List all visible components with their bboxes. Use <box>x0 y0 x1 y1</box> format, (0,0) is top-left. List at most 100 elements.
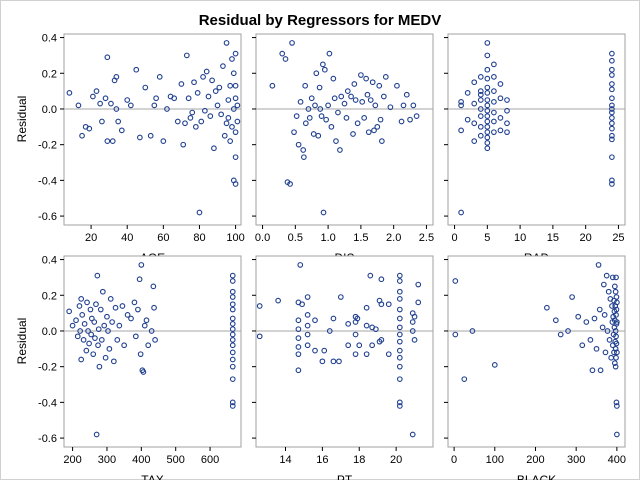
data-point <box>491 362 498 368</box>
data-point <box>330 358 337 365</box>
data-point <box>95 342 101 349</box>
data-point <box>609 303 615 309</box>
data-point <box>497 115 504 121</box>
data-point <box>160 138 167 144</box>
data-point <box>372 102 379 109</box>
data-point <box>599 324 606 331</box>
figure-title: Residual by Regressors for MEDV <box>199 12 442 29</box>
data-point <box>614 403 620 409</box>
x-axis-label: BLACK <box>517 473 556 480</box>
y-tick-label: -0.4 <box>38 397 57 409</box>
data-point <box>363 322 370 329</box>
data-point <box>611 283 618 290</box>
data-point <box>297 262 304 268</box>
data-point <box>151 102 158 109</box>
data-point <box>115 118 122 125</box>
data-point <box>205 93 212 100</box>
data-point <box>361 115 368 121</box>
data-point <box>352 97 359 103</box>
data-point <box>504 120 510 127</box>
data-point <box>305 106 312 112</box>
data-point <box>569 294 575 300</box>
data-point <box>363 351 370 358</box>
data-point <box>95 326 102 333</box>
data-point <box>491 61 497 68</box>
data-point <box>396 315 403 322</box>
data-point <box>321 66 328 73</box>
data-point <box>81 320 88 327</box>
data-point <box>477 97 484 103</box>
data-point <box>601 312 608 318</box>
panel-frame <box>447 33 626 226</box>
data-point <box>90 93 96 100</box>
data-point <box>78 295 85 302</box>
panel-grid: -0.6-0.4-0.20.00.20.420406080100AGE0.00.… <box>38 33 626 480</box>
data-point <box>234 102 241 109</box>
data-point <box>227 138 234 144</box>
x-tick-label: 2.5 <box>419 232 434 244</box>
data-point <box>396 324 403 331</box>
data-point <box>609 81 615 87</box>
panel-frame <box>447 255 626 448</box>
data-point <box>178 81 185 87</box>
y-tick-label: -0.6 <box>38 433 57 445</box>
data-point <box>484 102 491 109</box>
data-point <box>318 113 325 119</box>
data-point <box>229 288 236 295</box>
data-point <box>612 345 619 352</box>
data-point <box>96 363 103 370</box>
data-point <box>86 340 92 347</box>
panel-frame <box>255 33 434 226</box>
data-point <box>367 272 374 279</box>
data-point <box>171 95 178 102</box>
data-point <box>229 399 236 406</box>
data-point <box>132 333 139 340</box>
data-point <box>269 82 276 89</box>
data-point <box>606 337 613 343</box>
data-point <box>614 299 620 306</box>
data-point <box>452 331 459 338</box>
data-point <box>299 301 305 308</box>
data-point <box>150 283 157 290</box>
data-point <box>78 356 85 363</box>
data-point <box>396 363 403 370</box>
data-point <box>477 132 484 139</box>
data-point <box>107 295 114 302</box>
data-point <box>613 294 620 300</box>
data-point <box>109 319 115 325</box>
data-point <box>372 326 379 333</box>
data-point <box>497 95 504 102</box>
data-point <box>295 326 302 333</box>
data-point <box>315 132 322 139</box>
data-point <box>477 106 484 112</box>
data-point <box>104 313 110 320</box>
data-point <box>609 125 615 132</box>
data-point <box>380 93 387 100</box>
data-point <box>192 123 199 130</box>
data-point <box>102 95 109 102</box>
data-point <box>491 88 497 94</box>
y-tick-label: 0.4 <box>42 255 57 267</box>
data-point <box>229 301 236 308</box>
data-point <box>319 358 326 365</box>
data-point <box>484 40 491 46</box>
data-point <box>229 356 236 363</box>
x-tick-label: 400 <box>608 454 626 466</box>
data-point <box>323 116 329 123</box>
data-point <box>316 84 323 91</box>
data-point <box>605 288 612 295</box>
data-point <box>396 399 403 406</box>
x-tick-label: 16 <box>316 454 328 466</box>
data-point <box>229 320 236 327</box>
data-point <box>97 100 103 107</box>
data-point <box>484 90 491 96</box>
data-point <box>350 131 356 137</box>
data-point <box>147 132 154 139</box>
data-point <box>413 113 420 119</box>
x-tick-label: 100 <box>226 232 244 244</box>
data-point <box>143 317 150 324</box>
data-point <box>415 281 422 288</box>
data-point <box>544 304 550 311</box>
x-tick-label: 0 <box>451 454 457 466</box>
data-point <box>410 102 417 109</box>
